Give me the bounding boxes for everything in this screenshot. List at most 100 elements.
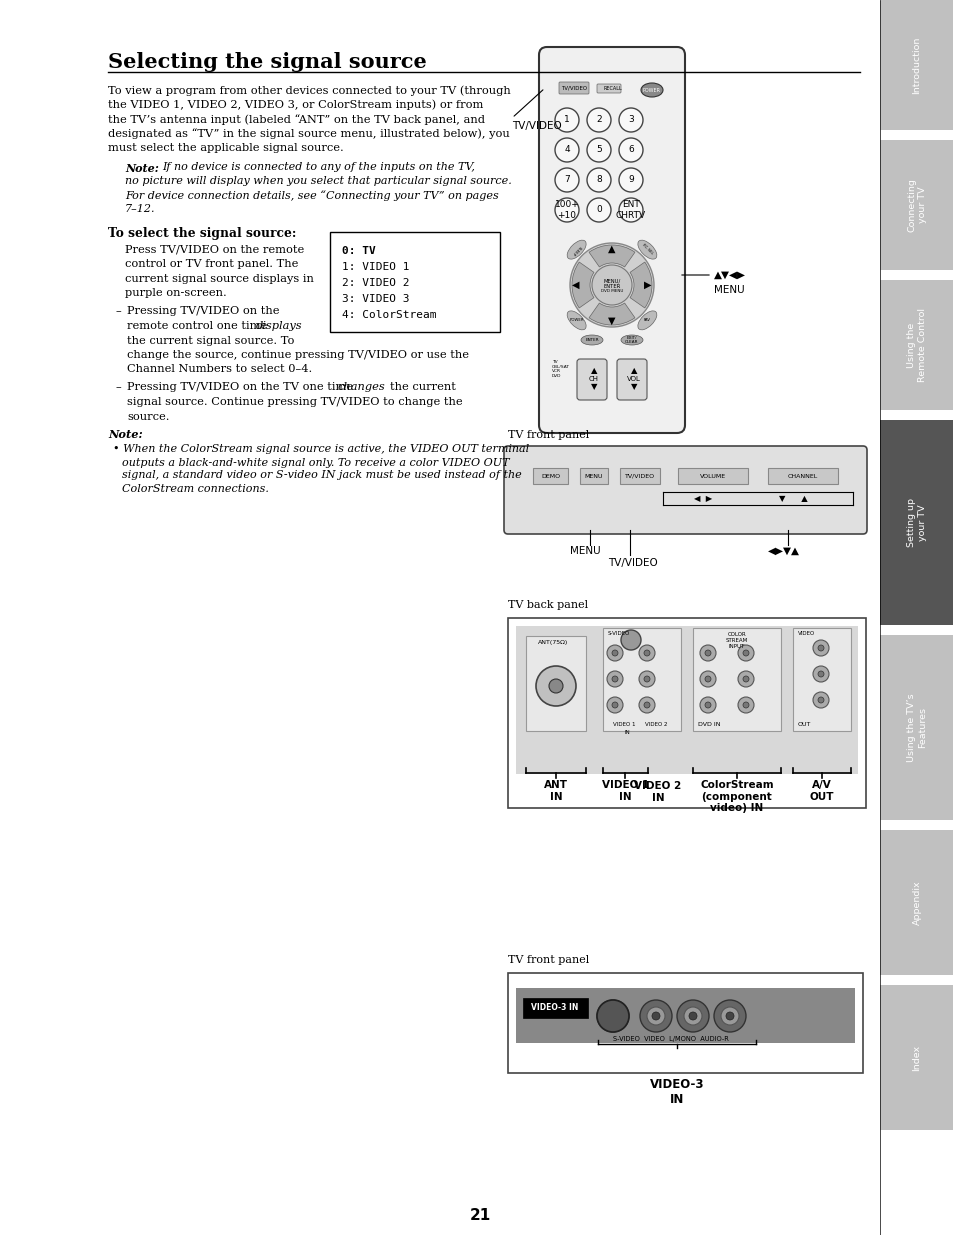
Circle shape <box>651 1011 659 1020</box>
Text: 21: 21 <box>469 1208 490 1223</box>
Circle shape <box>569 243 654 327</box>
Circle shape <box>597 1000 628 1032</box>
Text: the current: the current <box>390 383 456 393</box>
Circle shape <box>639 671 655 687</box>
Text: IN: IN <box>623 730 629 735</box>
Circle shape <box>548 679 562 693</box>
Circle shape <box>738 671 753 687</box>
Circle shape <box>586 198 610 222</box>
Bar <box>767 468 837 484</box>
Text: VOL: VOL <box>626 375 640 382</box>
Text: OUT: OUT <box>797 722 810 727</box>
Bar <box>792 629 850 731</box>
Bar <box>330 231 499 331</box>
Ellipse shape <box>638 311 657 330</box>
Text: ANT
IN: ANT IN <box>543 781 567 802</box>
Circle shape <box>738 697 753 713</box>
Circle shape <box>742 676 748 682</box>
Text: 4: 4 <box>563 146 569 154</box>
Ellipse shape <box>640 83 662 98</box>
Text: the TV’s antenna input (labeled “ANT” on the TV back panel, and: the TV’s antenna input (labeled “ANT” on… <box>108 114 484 125</box>
Circle shape <box>700 697 716 713</box>
Circle shape <box>606 671 622 687</box>
Bar <box>879 830 953 974</box>
Bar <box>879 986 953 1130</box>
Ellipse shape <box>567 311 585 330</box>
Text: Channel Numbers to select 0–4.: Channel Numbers to select 0–4. <box>127 364 312 374</box>
Bar <box>525 636 585 731</box>
Text: PIC.SEL: PIC.SEL <box>640 243 653 256</box>
FancyBboxPatch shape <box>577 359 606 400</box>
Text: Index: Index <box>911 1045 921 1071</box>
Text: ▼: ▼ <box>630 383 637 391</box>
Circle shape <box>618 107 642 132</box>
Ellipse shape <box>580 335 602 345</box>
Text: • When the ColorStream signal source is active, the VIDEO OUT terminal: • When the ColorStream signal source is … <box>112 445 529 454</box>
Text: ▲: ▲ <box>630 367 637 375</box>
Circle shape <box>704 676 710 682</box>
Text: ENT
CHRTV: ENT CHRTV <box>616 200 645 220</box>
Text: 4: ColorStream: 4: ColorStream <box>341 310 436 320</box>
Text: POWER: POWER <box>642 88 660 93</box>
FancyBboxPatch shape <box>538 47 684 433</box>
Circle shape <box>700 645 716 661</box>
Text: 7–12.: 7–12. <box>125 205 155 215</box>
Text: the VIDEO 1, VIDEO 2, VIDEO 3, or ColorStream inputs) or from: the VIDEO 1, VIDEO 2, VIDEO 3, or ColorS… <box>108 100 483 110</box>
Text: ▲▼◀▶: ▲▼◀▶ <box>713 270 745 280</box>
Wedge shape <box>629 262 651 308</box>
Text: 5: 5 <box>596 146 601 154</box>
Text: RECALL: RECALL <box>603 86 621 91</box>
Circle shape <box>643 701 649 708</box>
Wedge shape <box>588 245 635 267</box>
Circle shape <box>586 168 610 191</box>
FancyBboxPatch shape <box>597 84 620 93</box>
Text: purple on-screen.: purple on-screen. <box>125 288 227 298</box>
Bar <box>619 468 659 484</box>
Text: VIDEO 1
IN: VIDEO 1 IN <box>601 781 648 802</box>
Text: VIDEO 2
IN: VIDEO 2 IN <box>634 781 680 803</box>
Text: ◀▶▼▲: ◀▶▼▲ <box>767 546 800 556</box>
Text: VOLUME: VOLUME <box>700 473 725 478</box>
Bar <box>692 629 781 731</box>
Text: 8: 8 <box>596 175 601 184</box>
Text: Using the TV’s
Features: Using the TV’s Features <box>906 693 925 762</box>
Text: MENU: MENU <box>569 546 600 556</box>
Text: S-VIDEO: S-VIDEO <box>607 631 630 636</box>
Text: displays: displays <box>255 321 302 331</box>
Ellipse shape <box>567 240 585 259</box>
Circle shape <box>555 107 578 132</box>
Circle shape <box>639 645 655 661</box>
Circle shape <box>606 645 622 661</box>
Circle shape <box>612 676 618 682</box>
Text: VIDEO 2: VIDEO 2 <box>644 722 667 727</box>
Text: VIDEO-3
IN: VIDEO-3 IN <box>649 1078 703 1107</box>
Text: Selecting the signal source: Selecting the signal source <box>108 52 426 72</box>
Text: SLEEP: SLEEP <box>571 245 581 256</box>
Text: 2: 2 <box>596 116 601 125</box>
Circle shape <box>817 697 823 703</box>
Text: Introduction: Introduction <box>911 36 921 94</box>
Text: CH: CH <box>588 375 598 382</box>
Text: signal, a standard video or S-video IN jack must be used instead of the: signal, a standard video or S-video IN j… <box>122 471 521 480</box>
Text: MENU: MENU <box>713 285 744 295</box>
Text: ColorStream connections.: ColorStream connections. <box>122 483 269 494</box>
Text: TV front panel: TV front panel <box>507 430 589 440</box>
Text: –: – <box>116 383 122 393</box>
Text: ▶: ▶ <box>643 280 651 290</box>
Text: Press TV/VIDEO on the remote: Press TV/VIDEO on the remote <box>125 245 304 254</box>
Text: A/V
OUT: A/V OUT <box>809 781 833 802</box>
Text: 0: TV: 0: TV <box>341 246 375 256</box>
Bar <box>516 626 857 774</box>
Text: 100+
+10: 100+ +10 <box>554 200 578 220</box>
Circle shape <box>742 701 748 708</box>
Text: If no device is connected to any of the inputs on the TV,: If no device is connected to any of the … <box>162 163 475 173</box>
Text: For device connection details, see “Connecting your TV” on pages: For device connection details, see “Conn… <box>125 190 498 201</box>
Text: –: – <box>116 306 122 316</box>
Text: 9: 9 <box>627 175 633 184</box>
Circle shape <box>597 1000 628 1032</box>
Text: TV/VIDEO: TV/VIDEO <box>560 85 586 90</box>
Circle shape <box>812 640 828 656</box>
Text: source.: source. <box>127 411 170 421</box>
Text: TV front panel: TV front panel <box>507 955 589 965</box>
Text: ▼: ▼ <box>608 316 615 326</box>
